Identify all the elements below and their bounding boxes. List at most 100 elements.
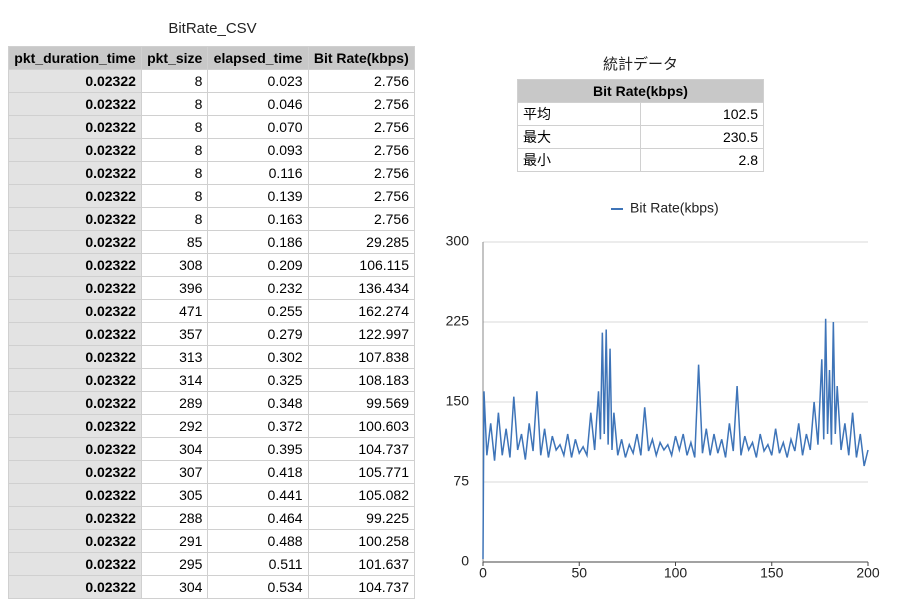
x-tick-label: 150 [760, 565, 784, 581]
row: 0.02322 314 0.325 108.183 [8, 368, 416, 392]
cell: 0.255 [207, 299, 309, 323]
row: 0.02322 8 0.093 2.756 [8, 138, 416, 162]
header-row: pkt_duration_time pkt_size elapsed_time Bit… [8, 46, 416, 70]
cell: 100.258 [307, 529, 416, 553]
cell: 0.02322 [8, 391, 142, 415]
data-table: pkt_duration_time pkt_size elapsed_time Bit… [8, 46, 416, 599]
cell: 0.488 [207, 529, 309, 553]
cell: 0.279 [207, 322, 309, 346]
cell: 8 [140, 138, 209, 162]
cell: 304 [140, 575, 209, 599]
y-tick-label: 75 [453, 473, 469, 489]
cell: 0.464 [207, 506, 309, 530]
cell: 230.5 [640, 125, 764, 149]
cell: 0.02322 [8, 575, 142, 599]
row: 0.02322 8 0.139 2.756 [8, 184, 416, 208]
cell: 0.02322 [8, 69, 142, 93]
cell: 0.139 [207, 184, 309, 208]
cell: 162.274 [307, 299, 416, 323]
cell: 0.02322 [8, 414, 142, 438]
cell: 0.02322 [8, 138, 142, 162]
cell: 0.02322 [8, 483, 142, 507]
row: 0.02322 8 0.023 2.756 [8, 69, 416, 93]
cell: 85 [140, 230, 209, 254]
x-tick-label: 50 [571, 565, 587, 581]
cell: 471 [140, 299, 209, 323]
row: 0.02322 396 0.232 136.434 [8, 276, 416, 300]
cell: 105.771 [307, 460, 416, 484]
cell: 308 [140, 253, 209, 277]
row: 0.02322 8 0.046 2.756 [8, 92, 416, 116]
cell: 288 [140, 506, 209, 530]
row: 0.02322 8 0.116 2.756 [8, 161, 416, 185]
cell: 0.070 [207, 115, 309, 139]
row: 0.02322 288 0.464 99.225 [8, 506, 416, 530]
column-header: Bit Rate(kbps) [517, 79, 764, 103]
y-tick-label: 150 [446, 393, 470, 409]
cell: 0.534 [207, 575, 309, 599]
cell: 102.5 [640, 102, 764, 126]
cell: 291 [140, 529, 209, 553]
cell: 307 [140, 460, 209, 484]
cell: 357 [140, 322, 209, 346]
cell: 0.02322 [8, 529, 142, 553]
column-header: elapsed_time [207, 46, 309, 70]
cell: 2.756 [307, 161, 416, 185]
cell: 0.02322 [8, 460, 142, 484]
cell: 0.02322 [8, 161, 142, 185]
cell: 8 [140, 115, 209, 139]
cell: 136.434 [307, 276, 416, 300]
cell: 0.511 [207, 552, 309, 576]
cell: 0.02322 [8, 345, 142, 369]
cell: 0.02322 [8, 368, 142, 392]
cell: 0.046 [207, 92, 309, 116]
row: 0.02322 357 0.279 122.997 [8, 322, 416, 346]
cell: 104.737 [307, 575, 416, 599]
cell: 0.441 [207, 483, 309, 507]
row: 0.02322 313 0.302 107.838 [8, 345, 416, 369]
cell: 2.756 [307, 138, 416, 162]
header-row: Bit Rate(kbps) [517, 79, 764, 103]
cell: 295 [140, 552, 209, 576]
cell: 0.02322 [8, 92, 142, 116]
cell: 292 [140, 414, 209, 438]
column-header: pkt_duration_time [8, 46, 142, 70]
cell: 0.02322 [8, 207, 142, 231]
cell: 0.02322 [8, 253, 142, 277]
cell: 2.8 [640, 148, 764, 172]
cell: 0.02322 [8, 184, 142, 208]
y-tick-label: 225 [446, 313, 470, 329]
cell: 0.348 [207, 391, 309, 415]
x-tick-label: 0 [479, 565, 487, 581]
y-tick-label: 0 [461, 553, 469, 569]
cell: 2.756 [307, 92, 416, 116]
row: 最大 230.5 [517, 125, 764, 149]
cell: 0.302 [207, 345, 309, 369]
row: 0.02322 305 0.441 105.082 [8, 483, 416, 507]
stats-table: Bit Rate(kbps) 平均 102.5 最大 230.5 最小 2.8 [517, 79, 764, 172]
cell: 106.115 [307, 253, 416, 277]
cell: 0.325 [207, 368, 309, 392]
legend-label: Bit Rate(kbps) [630, 200, 719, 216]
column-header: Bit Rate(kbps) [307, 46, 416, 70]
row: 0.02322 304 0.534 104.737 [8, 575, 416, 599]
cell: 0.209 [207, 253, 309, 277]
cell: 2.756 [307, 69, 416, 93]
table-title: BitRate_CSV [168, 20, 257, 37]
cell: 0.02322 [8, 437, 142, 461]
cell: 101.637 [307, 552, 416, 576]
row: 0.02322 291 0.488 100.258 [8, 529, 416, 553]
x-tick-label: 100 [664, 565, 688, 581]
x-tick-label: 200 [856, 565, 880, 581]
row: 平均 102.5 [517, 102, 764, 126]
cell: 0.02322 [8, 506, 142, 530]
stats-title: 統計データ [602, 56, 678, 73]
row: 0.02322 295 0.511 101.637 [8, 552, 416, 576]
cell: 0.02322 [8, 552, 142, 576]
cell: 最小 [517, 148, 641, 172]
row: 最小 2.8 [517, 148, 764, 172]
column-header: pkt_size [140, 46, 209, 70]
cell: 108.183 [307, 368, 416, 392]
row: 0.02322 304 0.395 104.737 [8, 437, 416, 461]
